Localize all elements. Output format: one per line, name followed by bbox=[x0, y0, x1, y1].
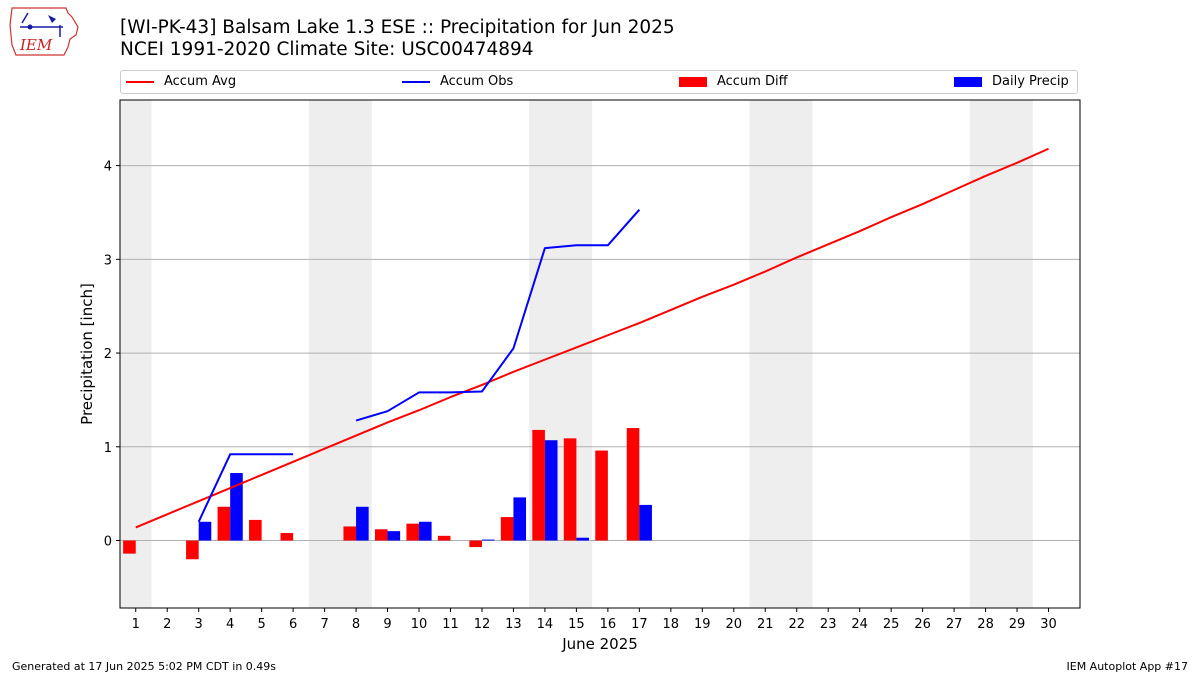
weekend-band bbox=[969, 100, 1033, 608]
iem-logo: IEM bbox=[8, 5, 80, 59]
x-tick-label: 19 bbox=[694, 617, 711, 632]
x-tick-label: 8 bbox=[352, 617, 360, 632]
accum-diff-bar bbox=[406, 523, 420, 541]
footer-app: IEM Autoplot App #17 bbox=[1066, 660, 1189, 673]
x-tick-label: 25 bbox=[883, 617, 900, 632]
legend-label: Accum Avg bbox=[164, 74, 237, 89]
daily-precip-bar bbox=[356, 506, 369, 541]
accum-diff-bar bbox=[186, 540, 199, 560]
x-tick-label: 29 bbox=[1009, 617, 1026, 632]
daily-precip-bar bbox=[544, 440, 558, 541]
x-tick-label: 16 bbox=[600, 617, 617, 632]
accum-diff-bar bbox=[437, 535, 451, 541]
x-tick-label: 22 bbox=[788, 617, 805, 632]
y-axis-label: Precipitation [inch] bbox=[78, 283, 96, 425]
daily-precip-bar bbox=[513, 497, 527, 541]
legend-label: Daily Precip bbox=[992, 74, 1069, 89]
legend-swatch bbox=[954, 77, 982, 87]
y-tick-label: 1 bbox=[104, 441, 112, 456]
x-tick-label: 15 bbox=[568, 617, 585, 632]
accum-diff-bar bbox=[249, 519, 262, 541]
legend-swatch bbox=[126, 81, 154, 83]
daily-precip-bar bbox=[230, 473, 243, 541]
accum-obs-line bbox=[355, 208, 641, 422]
weekend-shading bbox=[120, 100, 1033, 608]
daily-precip-bar bbox=[387, 531, 401, 541]
chart-legend: Accum Avg Accum Obs Accum Diff Daily Pre… bbox=[120, 70, 1078, 94]
accum-diff-bar bbox=[343, 526, 357, 541]
x-tick-label: 30 bbox=[1040, 617, 1057, 632]
y-tick-label: 2 bbox=[104, 347, 112, 362]
weekend-band bbox=[120, 100, 152, 608]
legend-swatch bbox=[679, 77, 707, 87]
plot-frame bbox=[119, 99, 1081, 609]
y-tick-label: 0 bbox=[104, 535, 112, 550]
chart-subtitle: NCEI 1991-2020 Climate Site: USC00474894 bbox=[120, 39, 534, 60]
chart-title: [WI-PK-43] Balsam Lake 1.3 ESE :: Precip… bbox=[120, 17, 675, 38]
legend-item-accum-avg: Accum Avg bbox=[126, 74, 236, 90]
daily-precip-bar bbox=[198, 521, 212, 541]
accum-diff-bar bbox=[532, 429, 545, 541]
x-tick-label: 20 bbox=[725, 617, 742, 632]
x-tick-label: 4 bbox=[226, 617, 234, 632]
accum-diff-bar bbox=[469, 540, 482, 548]
x-tick-label: 9 bbox=[383, 617, 391, 632]
bars bbox=[123, 428, 652, 560]
x-tick-label: 10 bbox=[411, 617, 428, 632]
x-tick-label: 11 bbox=[442, 617, 459, 632]
y-tick-label: 4 bbox=[104, 160, 112, 175]
x-axis-label: June 2025 bbox=[561, 635, 638, 653]
x-tick-label: 12 bbox=[474, 617, 491, 632]
accum-diff-bar bbox=[280, 533, 294, 541]
iem-logo-graphic: IEM bbox=[9, 7, 79, 56]
daily-precip-bar bbox=[576, 537, 589, 541]
legend-item-accum-diff: Accum Diff bbox=[679, 74, 788, 90]
x-tick-label: 13 bbox=[505, 617, 522, 632]
x-tick-label: 18 bbox=[663, 617, 680, 632]
legend-item-accum-obs: Accum Obs bbox=[402, 74, 513, 90]
chart-title-block: [WI-PK-43] Balsam Lake 1.3 ESE :: Precip… bbox=[120, 17, 675, 61]
legend-label: Accum Diff bbox=[717, 74, 788, 89]
footer-generated: Generated at 17 Jun 2025 5:02 PM CDT in … bbox=[12, 660, 277, 673]
accum-obs-line bbox=[197, 453, 294, 523]
accum-diff-bar bbox=[123, 540, 136, 554]
x-tick-label: 7 bbox=[320, 617, 328, 632]
lines bbox=[135, 147, 1049, 529]
logo-text: IEM bbox=[19, 36, 53, 54]
weekend-band bbox=[749, 100, 813, 608]
accum-diff-bar bbox=[500, 517, 514, 541]
accum-diff-bar bbox=[374, 529, 388, 541]
legend-item-daily-precip: Daily Precip bbox=[954, 74, 1069, 90]
x-tick-label: 24 bbox=[851, 617, 868, 632]
x-tick-label: 26 bbox=[914, 617, 931, 632]
x-tick-label: 1 bbox=[132, 617, 140, 632]
x-tick-label: 27 bbox=[946, 617, 963, 632]
x-tick-label: 21 bbox=[757, 617, 774, 632]
x-tick-label: 28 bbox=[977, 617, 994, 632]
accum-diff-bar bbox=[595, 450, 608, 541]
daily-precip-bar bbox=[639, 504, 652, 541]
daily-precip-bar bbox=[419, 521, 432, 541]
x-tick-label: 6 bbox=[289, 617, 297, 632]
accum-diff-bar bbox=[563, 438, 577, 541]
legend-label: Accum Obs bbox=[440, 74, 514, 89]
y-tick-label: 3 bbox=[104, 253, 112, 268]
daily-precip-bar bbox=[481, 539, 495, 541]
x-tick-label: 2 bbox=[163, 617, 171, 632]
x-tick-label: 23 bbox=[820, 617, 837, 632]
accum-diff-bar bbox=[217, 506, 231, 541]
accum-diff-bar bbox=[626, 428, 640, 541]
accum-avg-line bbox=[135, 147, 1049, 529]
legend-swatch bbox=[402, 81, 430, 83]
x-tick-label: 5 bbox=[257, 617, 265, 632]
x-tick-label: 17 bbox=[631, 617, 648, 632]
x-tick-label: 14 bbox=[537, 617, 554, 632]
x-tick-label: 3 bbox=[195, 617, 203, 632]
